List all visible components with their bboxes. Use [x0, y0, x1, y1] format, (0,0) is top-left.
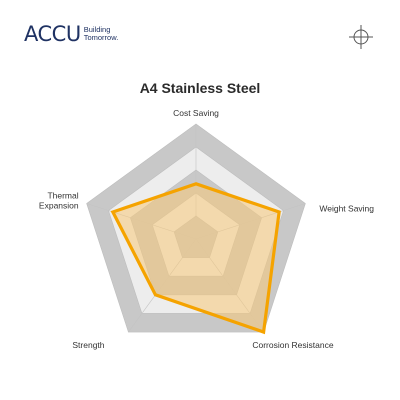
brand-tagline: Building Tomorrow. — [84, 26, 119, 42]
brand-name: ACCU — [24, 22, 81, 46]
axis-label-cost-saving: Cost Saving — [173, 108, 219, 118]
axis-label-weight-saving: Weight Saving — [319, 203, 374, 213]
axis-label-thermal-expansion: Thermal Expansion — [39, 190, 79, 210]
target-crosshair-icon — [349, 25, 373, 49]
axis-labels: Cost Saving Weight Saving Corrosion Resist… — [39, 108, 374, 350]
axis-label-corrosion-resistance: Corrosion Resistance — [252, 340, 334, 350]
brand-tagline-line-1: Building — [83, 25, 111, 34]
chart-title: A4 Stainless Steel — [139, 80, 261, 96]
brand-tagline-line-2: Tomorrow. — [83, 33, 119, 42]
series-polygon — [110, 182, 281, 335]
brand-logo: ACCU Building Tomorrow. — [24, 22, 118, 46]
axis-label-strength: Strength — [72, 340, 104, 350]
